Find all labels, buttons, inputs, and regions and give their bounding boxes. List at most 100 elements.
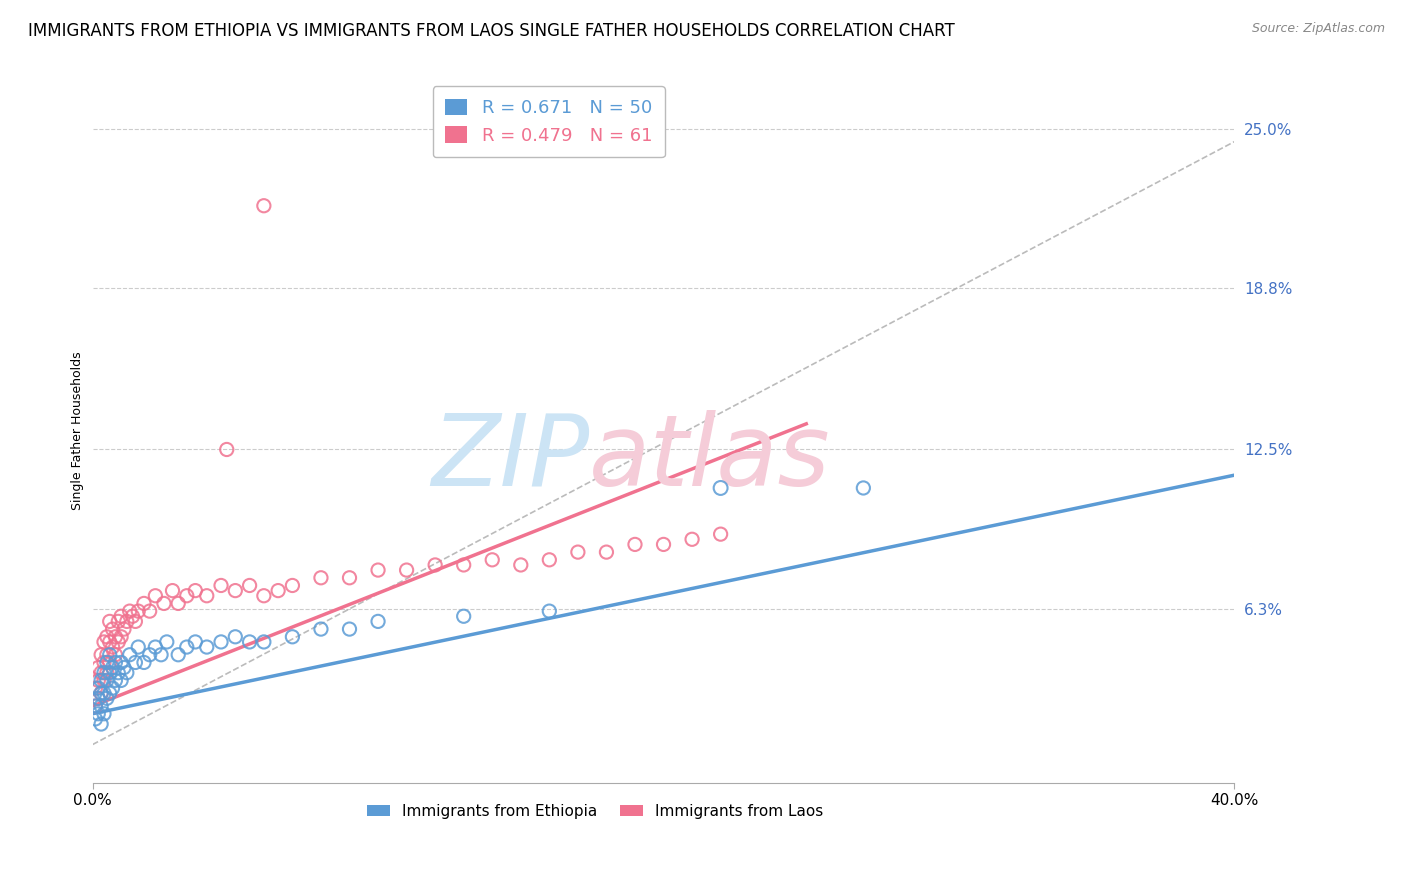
Legend: Immigrants from Ethiopia, Immigrants from Laos: Immigrants from Ethiopia, Immigrants fro… (360, 797, 830, 825)
Point (84, 699, 107, 714)
Point (453, 558, 475, 572)
Point (93, 665, 115, 680)
Point (224, 583, 246, 598)
Point (93, 673, 115, 688)
Point (107, 615, 129, 629)
Point (107, 635, 129, 649)
Point (150, 648, 173, 662)
Point (127, 640, 149, 654)
Point (184, 635, 207, 649)
Point (253, 589, 276, 603)
Point (509, 558, 531, 572)
Point (239, 635, 262, 649)
Point (176, 589, 198, 603)
Point (90, 699, 112, 714)
Point (624, 537, 647, 551)
Point (176, 640, 198, 654)
Point (101, 640, 124, 654)
Point (104, 673, 127, 688)
Point (87, 691, 110, 706)
Point (110, 630, 132, 644)
Point (90, 686, 112, 700)
Point (98, 648, 121, 662)
Point (93, 686, 115, 700)
Point (118, 648, 141, 662)
Point (104, 656, 127, 670)
Point (224, 630, 246, 644)
Point (538, 553, 561, 567)
Text: Source: ZipAtlas.com: Source: ZipAtlas.com (1251, 22, 1385, 36)
Point (281, 630, 304, 644)
Point (710, 481, 733, 495)
Point (118, 604, 141, 618)
Y-axis label: Single Father Households: Single Father Households (72, 351, 84, 509)
Point (90, 673, 112, 688)
Point (138, 648, 160, 662)
Text: atlas: atlas (589, 410, 831, 507)
Point (153, 596, 176, 610)
Point (101, 681, 124, 695)
Point (84, 712, 107, 726)
Point (101, 622, 124, 636)
Point (138, 604, 160, 618)
Point (110, 673, 132, 688)
Point (124, 615, 146, 629)
Point (112, 660, 135, 674)
Point (253, 635, 276, 649)
Point (145, 640, 167, 654)
Point (98, 665, 121, 680)
Point (98, 635, 121, 649)
Point (93, 635, 115, 649)
Point (481, 553, 503, 567)
Point (184, 583, 207, 598)
Point (367, 615, 389, 629)
Point (281, 578, 304, 592)
Point (90, 717, 112, 731)
Point (93, 706, 115, 721)
Point (98, 656, 121, 670)
Point (167, 596, 190, 610)
Point (423, 558, 446, 572)
Point (215, 442, 238, 457)
Point (90, 686, 112, 700)
Point (98, 686, 121, 700)
Point (538, 604, 561, 618)
Point (595, 545, 617, 559)
Point (121, 609, 143, 624)
Text: ZIP: ZIP (432, 410, 589, 507)
Point (115, 615, 138, 629)
Point (132, 596, 155, 610)
Point (87, 706, 110, 721)
Point (87, 660, 110, 674)
Point (710, 527, 733, 541)
Point (267, 583, 290, 598)
Point (96, 656, 118, 670)
Point (209, 635, 232, 649)
Point (107, 665, 129, 680)
Point (84, 681, 107, 695)
Point (195, 589, 218, 603)
Point (209, 578, 232, 592)
Point (96, 648, 118, 662)
Point (84, 699, 107, 714)
Point (367, 563, 389, 577)
Point (253, 199, 276, 213)
Point (115, 665, 138, 680)
Point (110, 609, 132, 624)
Point (195, 640, 218, 654)
Text: IMMIGRANTS FROM ETHIOPIA VS IMMIGRANTS FROM LAOS SINGLE FATHER HOUSEHOLDS CORREL: IMMIGRANTS FROM ETHIOPIA VS IMMIGRANTS F… (28, 22, 955, 40)
Point (96, 691, 118, 706)
Point (852, 481, 875, 495)
Point (453, 609, 475, 624)
Point (101, 660, 124, 674)
Point (104, 630, 127, 644)
Point (93, 656, 115, 670)
Point (90, 665, 112, 680)
Point (104, 648, 127, 662)
Point (339, 571, 361, 585)
Point (127, 604, 149, 618)
Point (395, 563, 418, 577)
Point (98, 615, 121, 629)
Point (652, 537, 675, 551)
Point (567, 545, 589, 559)
